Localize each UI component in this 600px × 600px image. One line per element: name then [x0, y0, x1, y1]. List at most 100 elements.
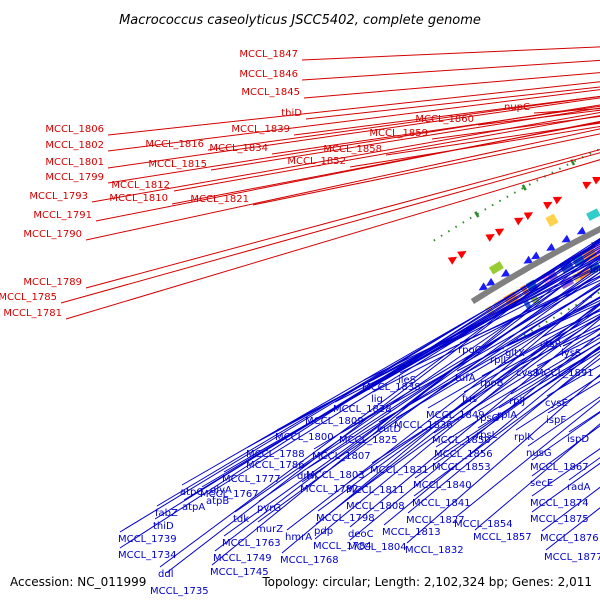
reverse-gene-label: atpA — [182, 502, 205, 513]
gene-block — [514, 288, 523, 300]
reverse-leader-line — [435, 341, 600, 448]
reverse-leader-line — [313, 276, 600, 450]
reverse-gene-label: MCCL_1804 — [348, 542, 407, 553]
forward-leader-line — [107, 81, 600, 136]
reverse-gene-label: MCCL_1735 — [150, 586, 209, 597]
reverse-gene-label: MCCL_1874 — [530, 498, 589, 509]
reverse-gene-label: glyA — [210, 485, 232, 496]
forward-leader-line — [60, 152, 600, 304]
reverse-leader-line — [349, 333, 600, 541]
strand-arrow — [457, 250, 467, 259]
forward-leader-line — [65, 159, 600, 320]
reverse-gene-label: gltX — [505, 348, 525, 359]
reverse-leader-line — [372, 275, 600, 393]
gene-block — [593, 243, 600, 256]
reverse-gene-label: MCCL_1807 — [312, 451, 371, 462]
reverse-gene-label: MCCL_1836 — [394, 420, 453, 431]
strand-arrow — [486, 277, 496, 286]
reverse-leader-line — [378, 296, 600, 423]
reverse-leader-line — [477, 350, 600, 429]
reverse-gene-label: MCCL_1777 — [222, 474, 281, 485]
reverse-gene-label: MCCL_1857 — [473, 532, 532, 543]
reverse-leader-line — [276, 258, 600, 431]
strand-arrow — [546, 243, 556, 251]
reverse-gene-label: MCCL_1734 — [118, 550, 177, 561]
reverse-gene-label: rplJ — [509, 396, 525, 407]
strand-arrow — [543, 201, 553, 210]
reverse-leader-line — [414, 345, 600, 479]
reverse-gene-label: nusG — [526, 448, 552, 459]
gene-block — [492, 298, 508, 313]
reverse-gene-label: MCCL_1876 — [540, 533, 599, 544]
forward-gene-label: MCCL_1802 — [45, 140, 104, 151]
reverse-gene-label: lig — [371, 394, 383, 405]
reverse-gene-label: ispF — [546, 415, 566, 426]
reverse-leader-line — [363, 264, 600, 381]
forward-gene-label: MCCL_1785 — [0, 292, 57, 303]
strand-arrow — [500, 268, 511, 277]
strand-arrow — [523, 255, 533, 264]
gene-block — [572, 272, 581, 283]
strand-arrow — [582, 181, 592, 190]
gene-block — [525, 279, 539, 293]
forward-leader-line — [252, 133, 600, 206]
reverse-gene-label: pyrG — [257, 503, 281, 514]
forward-gene-label: MCCL_1790 — [23, 229, 82, 240]
reverse-leader-line — [334, 265, 600, 403]
strand-arrow — [485, 233, 495, 242]
reverse-gene-label: cysE — [545, 398, 568, 409]
forward-gene-label: MCCL_1845 — [241, 87, 300, 98]
forward-leader-line — [305, 86, 600, 120]
reverse-gene-label: eutD — [377, 424, 401, 435]
gene-block — [484, 305, 496, 318]
reverse-gene-label: rplL — [490, 355, 509, 366]
reverse-gene-label: MCCL_1853 — [432, 462, 491, 473]
forward-gene-label: thiD — [281, 108, 302, 119]
forward-leader-line — [85, 128, 600, 241]
reverse-gene-label: MCCL_1798 — [316, 513, 375, 524]
map-title: Macrococcus caseolyticus JSCC5402, compl… — [119, 13, 481, 28]
reverse-leader-line — [340, 285, 600, 434]
forward-gene-label: MCCL_1789 — [23, 277, 82, 288]
reverse-leader-line — [286, 287, 600, 531]
reverse-gene-label: MCCL_1831 — [370, 465, 429, 476]
forward-leader-line — [107, 97, 600, 169]
forward-gene-label: MCCL_1815 — [148, 159, 207, 170]
forward-leader-line — [385, 122, 600, 156]
reverse-leader-line — [349, 318, 600, 528]
forward-leader-line — [431, 115, 600, 140]
strand-arrow — [478, 282, 489, 291]
reverse-leader-line — [159, 239, 600, 568]
reverse-leader-line — [119, 240, 600, 533]
gc-dash — [521, 184, 527, 191]
gc-dash — [474, 211, 480, 218]
reverse-gene-label: MCCL_1811 — [346, 485, 405, 496]
reverse-gene-label: thiD — [153, 521, 174, 532]
reverse-gene-label: MCCL_1838 — [362, 382, 421, 393]
forward-gene-label: MCCL_1781 — [3, 308, 62, 319]
reverse-gene-label: MCCL_1739 — [118, 534, 177, 545]
forward-leader-line — [210, 107, 600, 171]
reverse-leader-line — [459, 279, 600, 344]
forward-gene-label: MCCL_1793 — [29, 191, 88, 202]
forward-gene-label: MCCL_1858 — [323, 144, 382, 155]
reverse-gene-label: MCCL_1803 — [306, 470, 365, 481]
reverse-gene-label: drm — [297, 471, 317, 482]
reverse-gene-label: rpoB — [480, 378, 504, 389]
forward-gene-label: MCCL_1810 — [109, 193, 168, 204]
forward-gene-label: MCCL_1799 — [45, 172, 104, 183]
reverse-leader-line — [298, 271, 600, 470]
reverse-gene-label: MCCL_1891 — [535, 368, 594, 379]
forward-gene-label: MCCL_1791 — [33, 210, 92, 221]
strand-arrow — [514, 217, 524, 226]
reverse-gene-label: MCCL_1827 — [406, 515, 465, 526]
reverse-gene-label: ileS — [398, 375, 416, 386]
genome-summary-text: Topology: circular; Length: 2,102,324 bp… — [261, 575, 592, 589]
gene-block — [520, 284, 530, 297]
reverse-gene-label: atpC — [180, 487, 203, 498]
reverse-leader-line — [477, 337, 600, 412]
reverse-gene-label: MCCL_1763 — [222, 538, 281, 549]
reverse-gene-label: rplK — [514, 432, 534, 443]
reverse-gene-label: MCCL_1841 — [412, 498, 471, 509]
reverse-leader-line — [568, 457, 600, 481]
